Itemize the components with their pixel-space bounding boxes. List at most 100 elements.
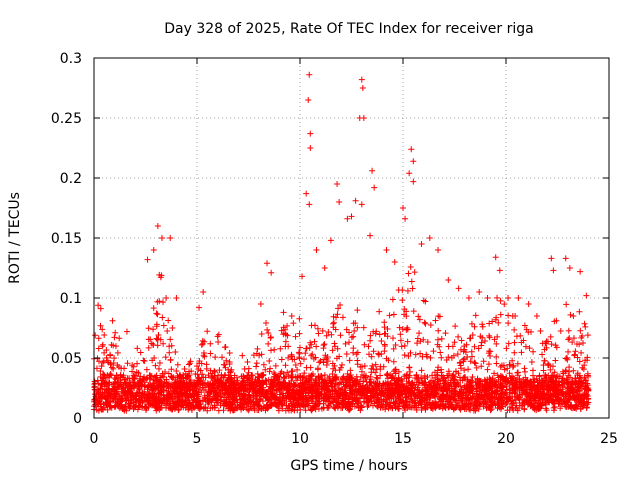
data-point [303, 190, 310, 197]
data-point [504, 365, 511, 372]
data-point [497, 297, 504, 304]
data-point [150, 247, 157, 253]
data-point [514, 360, 521, 367]
data-point [420, 297, 427, 304]
data-point [549, 397, 556, 404]
data-point [320, 342, 327, 349]
data-point [158, 235, 165, 241]
data-point [173, 386, 180, 393]
data-point [454, 351, 461, 358]
data-point [260, 361, 267, 368]
data-point [145, 344, 152, 351]
data-point [438, 354, 445, 361]
data-point [403, 385, 410, 392]
y-tick-label: 0.25 [51, 111, 82, 127]
data-point [137, 377, 144, 384]
data-point [254, 345, 261, 352]
data-point [130, 381, 137, 388]
data-point [211, 402, 218, 409]
data-point [155, 379, 162, 386]
data-point [336, 353, 343, 360]
data-point [464, 353, 471, 360]
data-point [306, 71, 313, 78]
data-point [108, 364, 115, 371]
data-point [101, 332, 108, 338]
data-point [99, 326, 106, 333]
data-point [267, 334, 274, 341]
data-point [201, 387, 208, 394]
data-point [149, 357, 156, 364]
data-point [95, 302, 102, 309]
data-point [115, 375, 122, 382]
data-point [512, 377, 519, 384]
data-point [306, 396, 313, 403]
data-point [422, 320, 429, 327]
data-point [221, 361, 228, 368]
data-point [230, 384, 237, 391]
data-point [465, 295, 472, 301]
data-point [514, 385, 521, 392]
data-point [160, 322, 167, 329]
data-point [219, 354, 226, 361]
data-point [547, 376, 554, 383]
data-point [510, 362, 517, 369]
data-point [330, 320, 337, 327]
data-point [367, 373, 374, 380]
data-point [216, 367, 223, 374]
data-point [185, 406, 192, 413]
data-point [258, 331, 265, 338]
data-point [311, 338, 318, 345]
data-point [369, 167, 376, 174]
data-point [330, 319, 337, 326]
data-point [414, 375, 421, 382]
data-point [320, 378, 327, 385]
data-point [584, 332, 591, 339]
data-point [570, 313, 577, 320]
data-point [418, 367, 425, 374]
data-point [262, 407, 269, 414]
data-point [395, 375, 402, 382]
data-point [162, 354, 169, 361]
data-point [292, 362, 299, 369]
data-point [390, 311, 397, 318]
data-point [221, 384, 228, 391]
data-point [112, 343, 119, 350]
data-point [530, 404, 537, 411]
data-point [346, 357, 353, 364]
data-point [174, 361, 181, 368]
data-point [564, 399, 571, 406]
data-point [343, 351, 350, 358]
data-point [583, 377, 590, 384]
data-point [404, 287, 411, 294]
data-point [154, 223, 161, 229]
data-point [514, 369, 521, 376]
data-point [489, 375, 496, 382]
data-point [527, 391, 534, 398]
data-point [153, 407, 160, 414]
data-point [150, 326, 157, 333]
data-point [509, 373, 516, 380]
data-point [175, 407, 182, 414]
data-point [471, 359, 478, 366]
data-point [304, 384, 311, 391]
data-point [439, 391, 446, 398]
data-point [147, 372, 154, 379]
data-point [451, 376, 458, 383]
data-point [580, 401, 587, 408]
data-point [392, 342, 399, 349]
data-point [489, 387, 496, 394]
data-point [570, 367, 577, 374]
data-point [368, 378, 375, 385]
data-point [516, 405, 523, 412]
data-point [141, 383, 148, 390]
data-point [539, 384, 546, 391]
data-point [262, 394, 269, 401]
data-point [181, 389, 188, 396]
data-point [258, 405, 265, 412]
data-point [367, 337, 374, 344]
data-point [248, 399, 255, 406]
data-points [91, 71, 592, 414]
data-point [467, 335, 474, 342]
data-point [569, 405, 576, 412]
data-point [205, 401, 212, 408]
